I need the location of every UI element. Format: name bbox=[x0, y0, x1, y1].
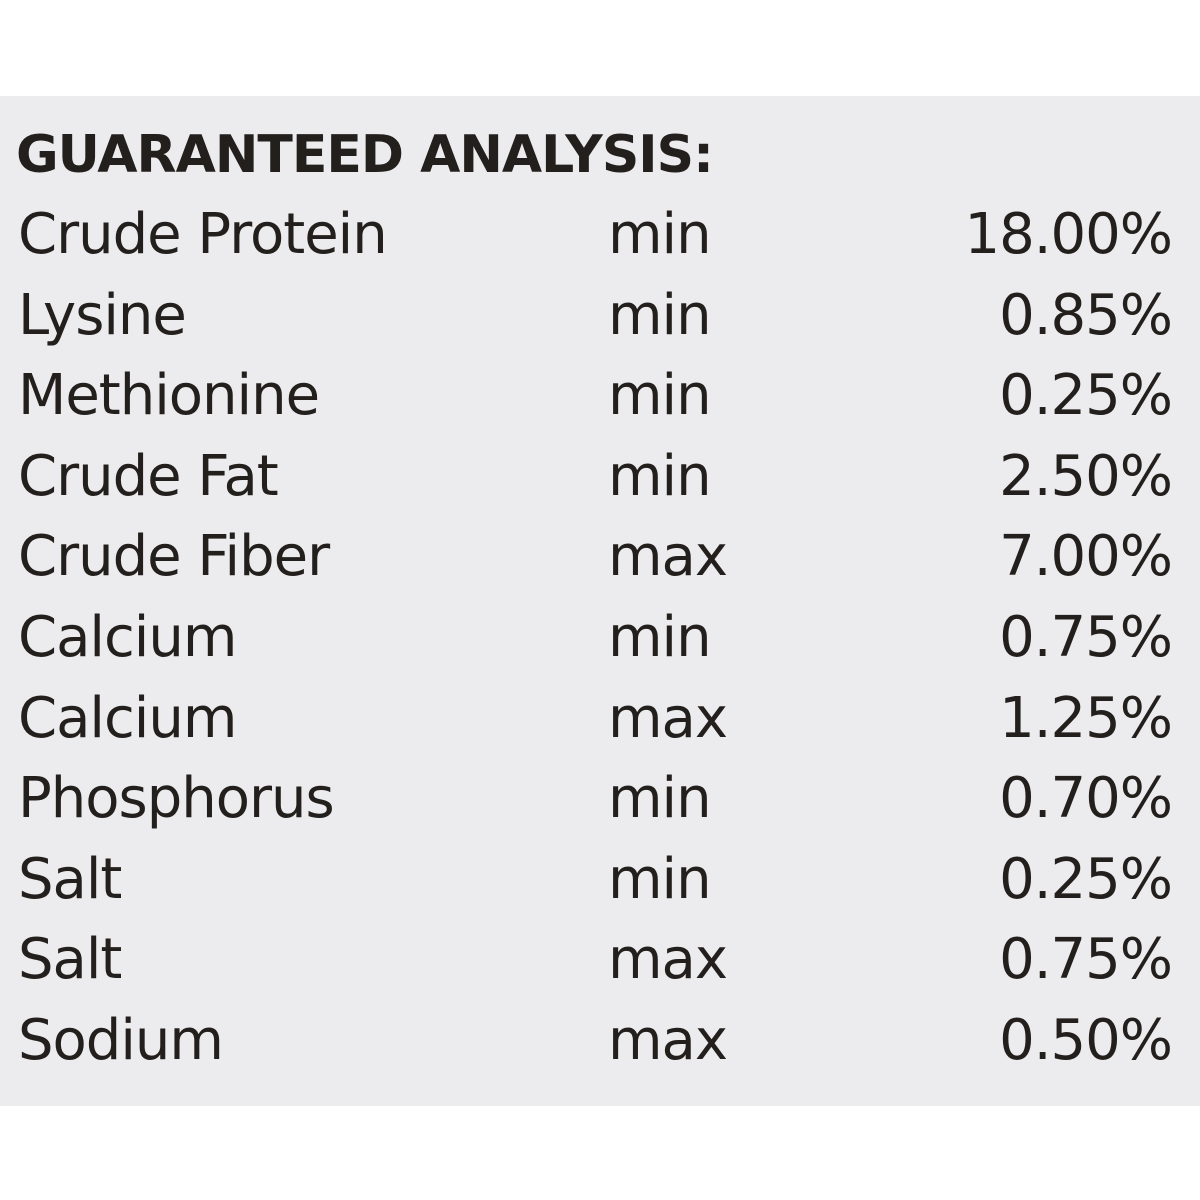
qualifier: max bbox=[608, 927, 728, 993]
qualifier: max bbox=[608, 685, 728, 751]
qualifier: max bbox=[608, 1008, 728, 1073]
percentage: 7.00% bbox=[999, 524, 1173, 590]
percentage: 0.25% bbox=[999, 363, 1173, 429]
nutrient-name: Sodium bbox=[18, 1008, 224, 1073]
nutrient-name: Crude Fat bbox=[18, 443, 279, 509]
label-panel bbox=[0, 96, 1200, 1106]
qualifier: min bbox=[608, 363, 712, 429]
qualifier: min bbox=[608, 766, 712, 832]
percentage: 0.75% bbox=[999, 605, 1173, 670]
title: GUARANTEED ANALYSIS: bbox=[16, 125, 714, 185]
nutrient-name: Crude Fiber bbox=[18, 524, 330, 590]
nutrient-name: Crude Protein bbox=[18, 202, 388, 267]
nutrient-name: Salt bbox=[18, 927, 122, 993]
qualifier: max bbox=[608, 524, 728, 590]
nutrient-name: Calcium bbox=[18, 605, 237, 670]
qualifier: min bbox=[608, 202, 712, 267]
percentage: 0.85% bbox=[999, 282, 1173, 348]
percentage: 0.25% bbox=[999, 846, 1173, 912]
percentage: 1.25% bbox=[999, 685, 1173, 751]
nutrient-name: Methionine bbox=[18, 363, 320, 429]
qualifier: min bbox=[608, 443, 712, 509]
percentage: 2.50% bbox=[999, 443, 1173, 509]
percentage: 0.70% bbox=[999, 766, 1173, 832]
qualifier: min bbox=[608, 846, 712, 912]
percentage: 18.00% bbox=[964, 202, 1173, 267]
nutrient-name: Phosphorus bbox=[18, 766, 335, 832]
nutrient-name: Calcium bbox=[18, 685, 237, 751]
qualifier: min bbox=[608, 282, 712, 348]
qualifier: min bbox=[608, 605, 712, 670]
nutrient-name: Lysine bbox=[18, 282, 187, 348]
percentage: 0.75% bbox=[999, 927, 1173, 993]
percentage: 0.50% bbox=[999, 1008, 1173, 1073]
nutrient-name: Salt bbox=[18, 846, 122, 912]
